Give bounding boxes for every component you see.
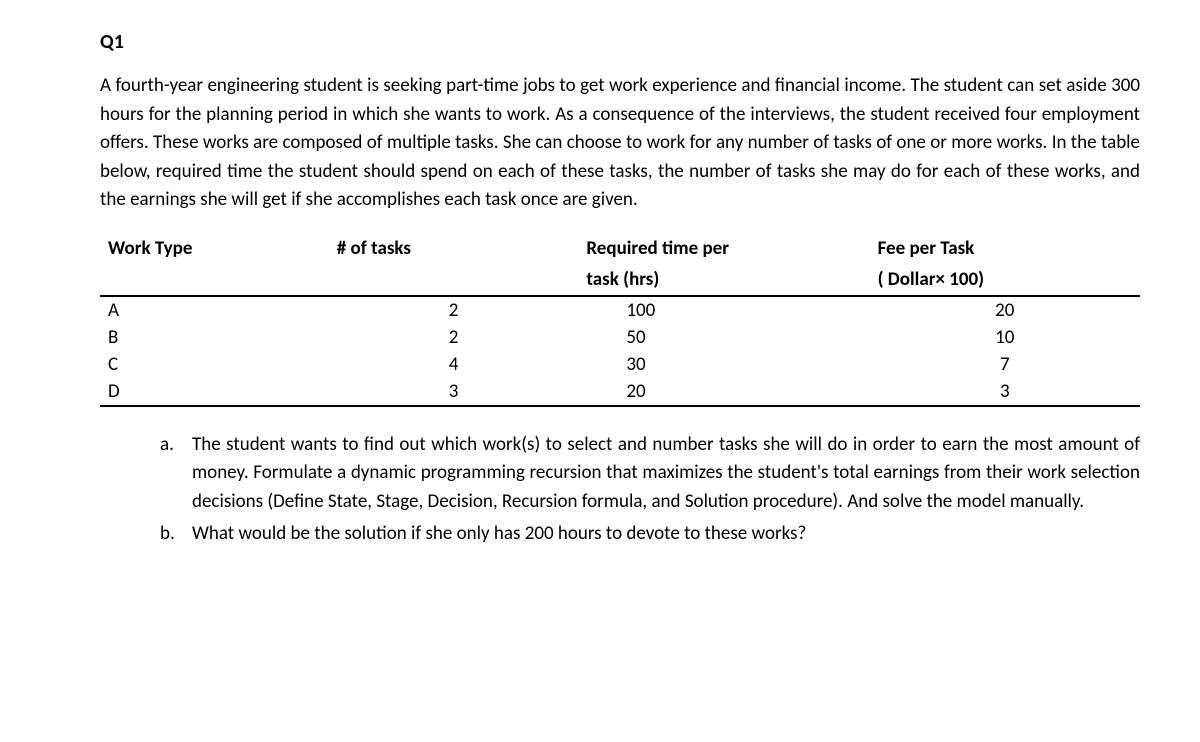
work-table: Work Type # of tasks Required time per F… <box>100 233 1140 407</box>
header-worktype-2 <box>100 264 329 296</box>
subquestion-a: a. The student wants to find out which w… <box>160 431 1140 517</box>
cell-fee: 20 <box>870 296 1140 324</box>
table-row: A 2 100 20 <box>100 296 1140 324</box>
table-header-row-2: task (hrs) ( Dollar× 100) <box>100 264 1140 296</box>
table-row: D 3 20 3 <box>100 378 1140 406</box>
cell-work: A <box>100 296 329 324</box>
table-row: B 2 50 10 <box>100 324 1140 351</box>
question-heading: Q1 <box>100 30 1140 54</box>
cell-tasks: 2 <box>329 296 579 324</box>
header-fee: Fee per Task <box>870 233 1140 264</box>
cell-fee: 3 <box>870 378 1140 406</box>
cell-work: D <box>100 378 329 406</box>
intro-paragraph: A fourth-year engineering student is see… <box>100 72 1140 215</box>
header-tasks-2 <box>329 264 579 296</box>
cell-time: 50 <box>578 324 869 351</box>
subquestions-list: a. The student wants to find out which w… <box>100 431 1140 549</box>
subquestion-b-text: What would be the solution if she only h… <box>192 522 806 545</box>
subquestion-a-text: The student wants to find out which work… <box>192 433 1140 513</box>
table-row: C 4 30 7 <box>100 351 1140 378</box>
header-time-2: task (hrs) <box>578 264 869 296</box>
marker-a: a. <box>160 431 174 460</box>
cell-tasks: 3 <box>329 378 579 406</box>
cell-tasks: 2 <box>329 324 579 351</box>
marker-b: b. <box>160 520 175 549</box>
cell-fee: 10 <box>870 324 1140 351</box>
header-fee-2: ( Dollar× 100) <box>870 264 1140 296</box>
cell-work: C <box>100 351 329 378</box>
cell-tasks: 4 <box>329 351 579 378</box>
cell-time: 100 <box>578 296 869 324</box>
table-header-row-1: Work Type # of tasks Required time per F… <box>100 233 1140 264</box>
header-time: Required time per <box>578 233 869 264</box>
header-tasks: # of tasks <box>329 233 579 264</box>
cell-work: B <box>100 324 329 351</box>
cell-time: 20 <box>578 378 869 406</box>
subquestion-b: b. What would be the solution if she onl… <box>160 520 1140 549</box>
cell-fee: 7 <box>870 351 1140 378</box>
header-worktype: Work Type <box>100 233 329 264</box>
cell-time: 30 <box>578 351 869 378</box>
